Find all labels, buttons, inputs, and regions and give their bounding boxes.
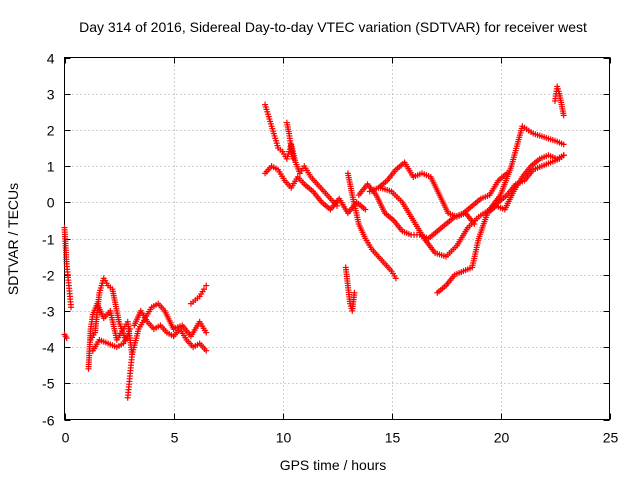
y-tick-label: -1 [42, 232, 55, 248]
y-tick-label: -5 [42, 376, 55, 392]
data-point [560, 141, 567, 148]
y-tick-label: 3 [47, 87, 55, 103]
data-point [392, 275, 399, 282]
y-tick-label: 2 [47, 123, 55, 139]
y-tick-label: -2 [42, 268, 55, 284]
data-point [351, 289, 358, 296]
y-tick-label: -6 [42, 413, 55, 429]
chart-title: Day 314 of 2016, Sidereal Day-to-day VTE… [79, 19, 587, 35]
x-tick-label: 0 [62, 430, 70, 446]
points-layer [61, 83, 567, 401]
y-tick-label: -3 [42, 304, 55, 320]
data-point [203, 329, 210, 336]
data-point [290, 155, 297, 162]
y-axis-label: SDTVAR / TECUs [5, 183, 21, 295]
data-point [560, 152, 567, 159]
x-tick-label: 25 [603, 430, 619, 446]
x-tick-label: 10 [276, 430, 292, 446]
data-point [362, 206, 369, 213]
data-point [560, 112, 567, 119]
x-axis-label: GPS time / hours [280, 457, 387, 473]
tick-layer [64, 57, 611, 421]
data-point [63, 335, 70, 342]
data-point [203, 347, 210, 354]
data-point [68, 304, 75, 311]
data-point [129, 351, 136, 358]
x-tick-label: 5 [171, 430, 179, 446]
data-point [122, 336, 129, 343]
data-point [201, 286, 208, 293]
x-tick-label: 15 [385, 430, 401, 446]
y-tick-label: 1 [47, 159, 55, 175]
y-tick-label: 0 [47, 195, 55, 211]
data-point [126, 326, 133, 332]
y-tick-label: 4 [47, 51, 55, 67]
y-tick-label: -4 [42, 340, 55, 356]
x-tick-label: 20 [494, 430, 510, 446]
data-point [203, 282, 210, 289]
